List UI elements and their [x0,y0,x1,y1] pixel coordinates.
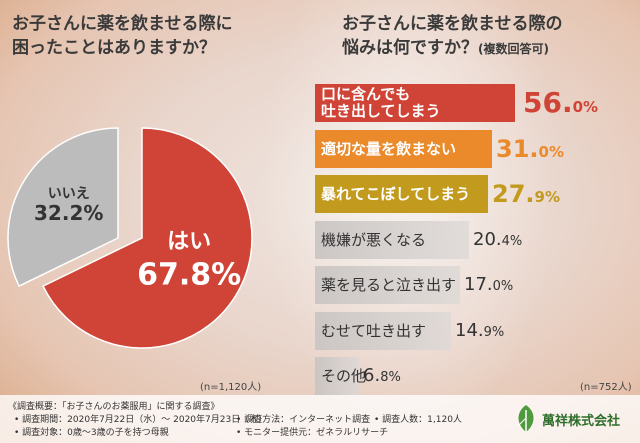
bar [315,220,469,259]
footer-provider: • モニター提供元：ゼネラルリサーチ [236,428,389,438]
bar-label: 薬を見ると泣き出す [321,276,457,294]
right-question: お子さんに薬を飲ませる際の 悩みは何ですか？(複数回答可) [342,12,632,61]
bar-label: 暴れてこぼしてしまう [321,185,471,203]
company-logo: 萬祥株式会社 [512,402,630,436]
pie-label-yes: はい [167,230,211,255]
bar-value: 56.0% [523,86,599,119]
leaf-logo-icon [517,405,534,432]
pie-value-no: 32.2% [34,201,103,225]
bar-value: 27.9% [492,180,560,208]
company-name: 萬祥株式会社 [542,414,621,429]
footer-target: • 調査対象：0歳～3歳の子を持つ母親 [14,428,169,438]
pie-label-no: いいえ [48,186,90,202]
bar [315,357,359,395]
right-sample-size: (n=752人) [580,382,632,393]
bar-value: 31.0% [496,134,564,163]
bar-label: 適切な量を飲まない [321,139,457,158]
left-sample-size: (n=1,120人) [200,382,262,393]
pie-slice-yes [42,127,253,349]
bar [315,311,451,350]
bar-value: 20.4% [473,228,523,250]
footer-period: • 調査期間：2020年7月22日（水）～ 2020年7月23日（木） [14,415,268,425]
bar-label: その他 [321,367,367,385]
left-question-line-2: 困ったことはありますか？ [12,38,216,58]
footer-count: • 調査人数：1,120人 [374,415,462,425]
bar [315,266,460,304]
bar [315,84,515,122]
bar-label: 機嫌が悪くなる [321,230,427,249]
pie-slice-no [7,127,119,288]
left-question: お子さんに薬を飲ませる際に 困ったことはありますか？ [12,12,282,60]
footer-title: 《調査概要：「お子さんのお薬服用」に関する調査》 [8,402,220,412]
bar [315,175,488,213]
left-question-line-1: お子さんに薬を飲ませる際に [12,14,233,34]
bar-value: 6.8% [363,365,401,386]
pie-value-yes: 67.8% [137,258,241,293]
right-question-line-1: お子さんに薬を飲ませる際の [342,14,563,34]
bar-value: 14.9% [455,319,505,341]
right-question-line-2: 悩みは何ですか？ [342,38,478,58]
bar-label: 口に含んでも 吐き出してしまう [321,85,441,120]
bar-value: 17.0% [464,274,514,295]
footer-method: • 調査方法：インターネット調査 [236,415,371,425]
bar-label: むせて吐き出す [321,321,427,340]
multiple-answer-note: (複数回答可) [478,42,549,56]
survey-footer: 《調査概要：「お子さんのお薬服用」に関する調査》 • 調査期間：2020年7月2… [0,395,640,443]
bar [315,129,492,168]
